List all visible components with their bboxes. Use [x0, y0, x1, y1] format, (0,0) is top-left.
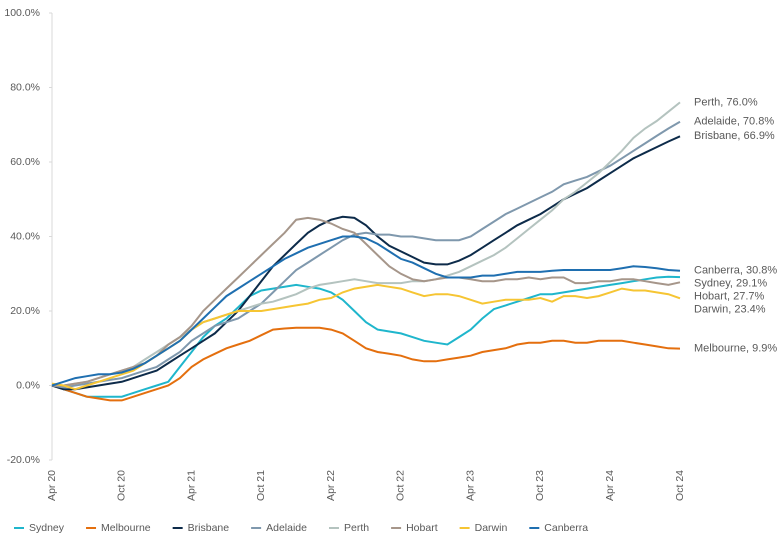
x-tick-label: Apr 21 [185, 470, 197, 501]
legend-label: Perth [344, 522, 369, 534]
end-label: Brisbane, 66.9% [694, 130, 775, 142]
y-tick-label: 0.0% [16, 379, 40, 391]
y-tick-label: 40.0% [10, 230, 40, 242]
end-label: Melbourne, 9.9% [694, 343, 777, 355]
end-label: Canberra, 30.8% [694, 265, 777, 277]
end-label: Adelaide, 70.8% [694, 116, 774, 128]
legend-label: Brisbane [188, 522, 230, 534]
legend-label: Canberra [544, 522, 588, 534]
x-tick-label: Apr 23 [464, 470, 476, 501]
x-tick-label: Oct 22 [395, 470, 407, 501]
end-label: Hobart, 27.7% [694, 291, 765, 303]
end-label: Perth, 76.0% [694, 96, 758, 108]
x-tick-label: Oct 21 [255, 470, 267, 501]
legend-label: Sydney [29, 522, 65, 534]
x-tick-label: Apr 20 [46, 470, 58, 501]
end-label: Darwin, 23.4% [694, 304, 766, 316]
series-line [51, 235, 681, 387]
x-tick-label: Oct 24 [674, 470, 686, 501]
legend-label: Darwin [475, 522, 508, 534]
series-line [52, 101, 681, 387]
series-line [51, 275, 681, 398]
legend-label: Melbourne [101, 522, 151, 534]
x-tick-label: Apr 22 [325, 470, 337, 501]
series-line [51, 120, 681, 389]
end-label: Sydney, 29.1% [694, 278, 767, 290]
y-tick-label: -20.0% [7, 454, 40, 466]
x-tick-label: Oct 20 [116, 470, 128, 501]
series-line [51, 326, 681, 402]
x-tick-label: Oct 23 [534, 470, 546, 501]
x-tick-label: Apr 24 [604, 470, 616, 501]
series-line [51, 135, 681, 391]
legend-label: Hobart [406, 522, 438, 534]
y-tick-label: 80.0% [10, 81, 40, 93]
y-tick-label: 100.0% [4, 7, 40, 19]
series-line [52, 216, 681, 387]
y-tick-label: 60.0% [10, 156, 40, 168]
y-tick-label: 20.0% [10, 305, 40, 317]
legend-label: Adelaide [266, 522, 307, 534]
